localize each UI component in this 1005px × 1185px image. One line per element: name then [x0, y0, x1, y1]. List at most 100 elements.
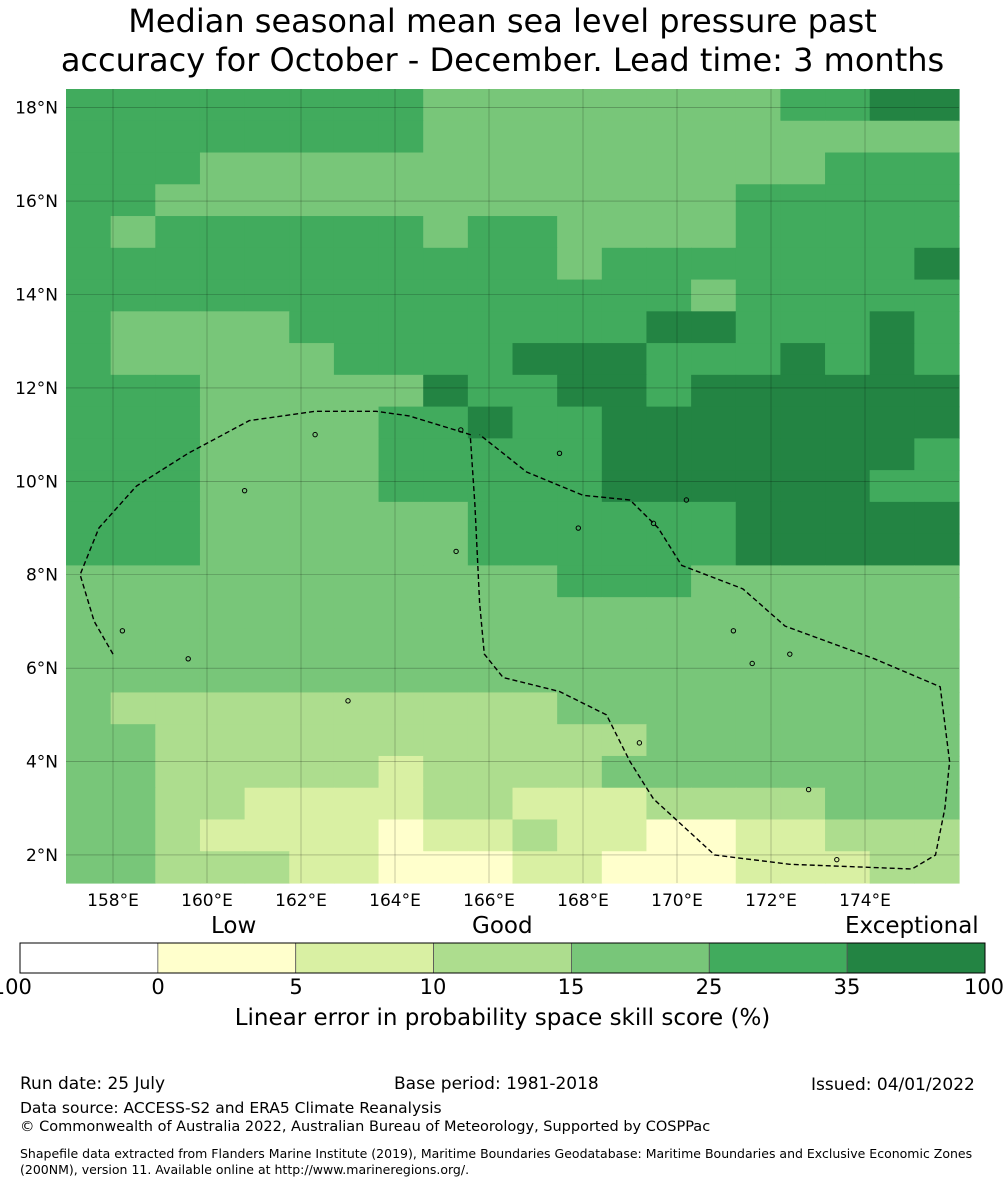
grid-cell — [691, 374, 737, 408]
grid-cell — [110, 724, 156, 757]
grid-cell — [289, 692, 335, 725]
grid-cell — [914, 470, 960, 503]
grid-cell — [691, 755, 737, 789]
grid-cell — [333, 279, 380, 312]
grid-cell — [869, 660, 915, 694]
grid-cell — [869, 152, 915, 185]
grid-cell — [735, 279, 781, 312]
grid-cell — [914, 311, 960, 344]
grid-cell — [467, 406, 514, 439]
grid-cell — [289, 533, 335, 566]
island-outline — [185, 656, 191, 662]
grid-cell — [66, 311, 112, 344]
grid-cell — [557, 851, 603, 884]
grid-cell — [155, 692, 201, 725]
grid-cell — [646, 120, 692, 154]
grid-cell — [869, 374, 915, 408]
grid-cell — [869, 343, 915, 376]
grid-cell — [512, 692, 558, 725]
grid-cell — [691, 628, 737, 662]
grid-cell — [155, 406, 201, 439]
grid-cell — [423, 152, 469, 185]
grid-cell — [512, 216, 558, 249]
grid-cell — [423, 247, 469, 281]
grid-cell — [289, 247, 335, 281]
grid-cell — [378, 247, 424, 281]
grid-cell — [110, 152, 156, 185]
colorbar-swatch — [19, 942, 159, 974]
grid-cell — [512, 533, 558, 566]
grid-cell — [512, 89, 558, 122]
grid-cell — [557, 279, 603, 312]
grid-cell — [155, 819, 201, 852]
grid-cell — [244, 501, 290, 535]
grid-cell — [914, 628, 960, 662]
grid-cell — [289, 724, 335, 757]
grid-cell — [289, 660, 335, 694]
grid-cell — [199, 692, 246, 725]
grid-cell — [780, 660, 826, 694]
grid-cell — [110, 628, 156, 662]
grid-cell — [378, 311, 424, 344]
grid-cell — [780, 692, 826, 725]
grid-cell — [735, 374, 781, 408]
grid-cell — [289, 89, 335, 122]
grid-cell — [780, 216, 826, 249]
grid-cell — [66, 755, 112, 789]
longitude-label: 162°E — [275, 891, 327, 911]
grid-cell — [691, 724, 737, 757]
grid-cell — [735, 692, 781, 725]
grid-cell — [289, 819, 335, 852]
grid-cell — [110, 470, 156, 503]
grid-cell — [423, 184, 469, 217]
colorbar-swatch — [708, 942, 848, 974]
grid-cell — [512, 406, 558, 439]
grid-cell — [646, 406, 692, 439]
grid-cell — [244, 406, 290, 439]
grid-cell — [780, 819, 826, 852]
grid-cell — [735, 724, 781, 757]
chart-title: Median seasonal mean sea level pressure … — [0, 2, 1005, 80]
grid-cell — [557, 724, 603, 757]
grid-cell — [869, 470, 915, 503]
grid-cell — [467, 343, 514, 376]
grid-cell — [646, 565, 692, 598]
latitude-label: 2°N — [26, 846, 58, 866]
grid-cell — [557, 120, 603, 154]
grid-cell — [199, 120, 246, 154]
grid-cell — [155, 374, 201, 408]
grid-cell — [423, 660, 469, 694]
grid-cell — [869, 184, 915, 217]
grid-cell — [735, 406, 781, 439]
grid-cell — [780, 438, 826, 471]
grid-cell — [333, 406, 380, 439]
grid-cell — [646, 597, 692, 630]
grid-cell — [289, 152, 335, 185]
grid-cell — [289, 343, 335, 376]
grid-cell — [333, 470, 380, 503]
grid-cell — [423, 787, 469, 821]
grid-cell — [512, 819, 558, 852]
grid-cell — [691, 311, 737, 344]
grid-cell — [557, 374, 603, 408]
grid-cell — [512, 851, 558, 884]
longitude-tick-labels: 158°E 160°E 162°E 164°E 166°E 168°E 170°E 172°E… — [87, 891, 891, 911]
grid-cell — [378, 438, 424, 471]
grid-cell — [825, 692, 871, 725]
grid-cell — [735, 216, 781, 249]
grid-cell — [378, 660, 424, 694]
grid-cell — [423, 216, 469, 249]
grid-cell — [244, 374, 290, 408]
grid-cell — [557, 692, 603, 725]
grid-cell — [333, 724, 380, 757]
grid-cell — [825, 216, 871, 249]
grid-cell — [512, 724, 558, 757]
graticule — [66, 89, 959, 883]
grid-cell — [333, 374, 380, 408]
colorbar-tick-label: 15 — [557, 975, 585, 999]
grid-cell — [66, 660, 112, 694]
grid-cell — [244, 152, 290, 185]
grid-cell — [378, 89, 424, 122]
grid-cell — [557, 787, 603, 821]
grid-cell — [780, 565, 826, 598]
